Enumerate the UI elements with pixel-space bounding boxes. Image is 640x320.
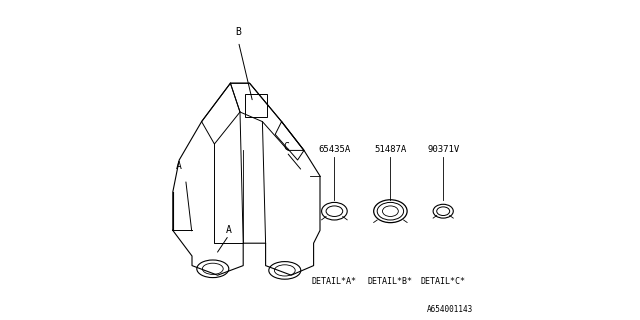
Text: A: A	[176, 161, 182, 172]
Text: C: C	[284, 142, 289, 152]
Bar	[245, 94, 268, 117]
Text: B: B	[236, 27, 241, 37]
Text: A654001143: A654001143	[428, 305, 474, 314]
Text: 51487A: 51487A	[374, 145, 406, 154]
Text: 65435A: 65435A	[318, 145, 351, 154]
Text: DETAIL*C*: DETAIL*C*	[420, 277, 466, 286]
Text: DETAIL*B*: DETAIL*B*	[368, 277, 413, 286]
Text: 90371V: 90371V	[427, 145, 460, 154]
Text: A: A	[226, 225, 232, 236]
Text: DETAIL*A*: DETAIL*A*	[312, 277, 357, 286]
